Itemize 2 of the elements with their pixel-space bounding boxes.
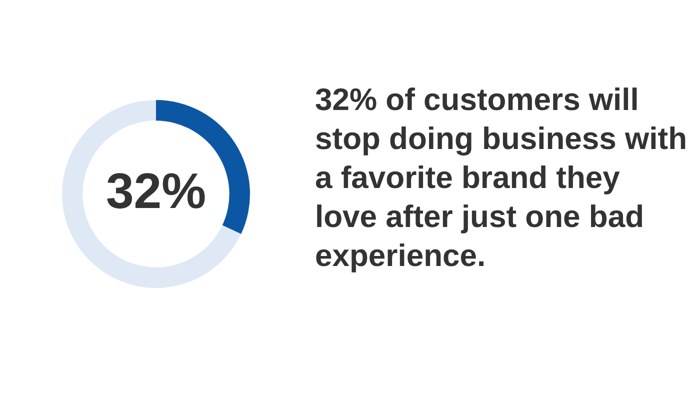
data-label: 32%	[106, 162, 206, 219]
text: 32% of customers will stop doing business with a favorite brand they love after just one bad experience.	[315, 81, 688, 275]
